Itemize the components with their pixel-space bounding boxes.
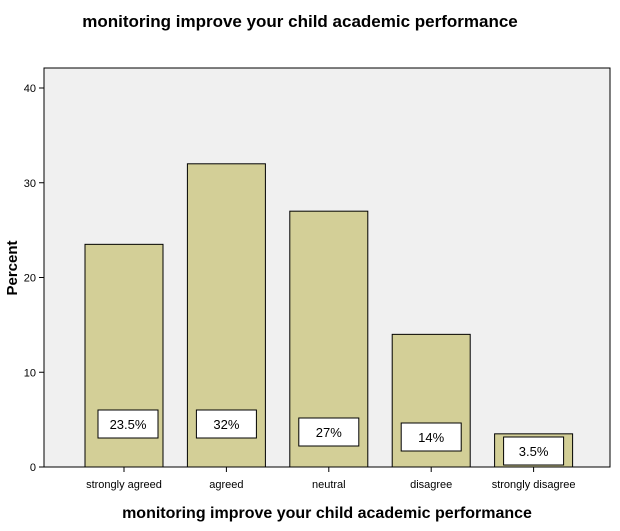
y-axis: 0 10 20 30 40 [24, 83, 44, 474]
data-label: 27% [316, 425, 342, 440]
x-tick-label: disagree [410, 479, 452, 491]
data-label: 32% [213, 417, 239, 432]
data-label: 3.5% [519, 444, 549, 459]
data-label: 14% [418, 430, 444, 445]
x-tick-label: agreed [209, 479, 243, 491]
y-tick-label: 0 [30, 462, 36, 474]
data-label-box [298, 417, 360, 447]
y-tick-label: 10 [24, 367, 36, 379]
data-label-box [400, 422, 462, 452]
y-axis-label: Percent [4, 240, 21, 295]
data-label-box [503, 436, 565, 466]
x-tick-label: strongly agreed [86, 479, 162, 491]
x-tick-label: strongly disagree [492, 479, 576, 491]
y-tick-label: 30 [24, 178, 36, 190]
y-tick-label: 20 [24, 273, 36, 285]
data-labels: 23.5% 32% 27% 14% 3.5% [97, 409, 565, 466]
x-axis: strongly agreed agreed neutral disagree stro… [86, 467, 575, 491]
data-label-box [97, 409, 159, 439]
y-tick-label: 40 [24, 83, 36, 95]
x-tick-label: neutral [312, 479, 346, 491]
data-label-box [195, 409, 257, 439]
chart-title: monitoring improve your child academic p… [82, 12, 518, 31]
data-label: 23.5% [110, 417, 147, 432]
x-axis-label: monitoring improve your child academic p… [122, 505, 532, 522]
